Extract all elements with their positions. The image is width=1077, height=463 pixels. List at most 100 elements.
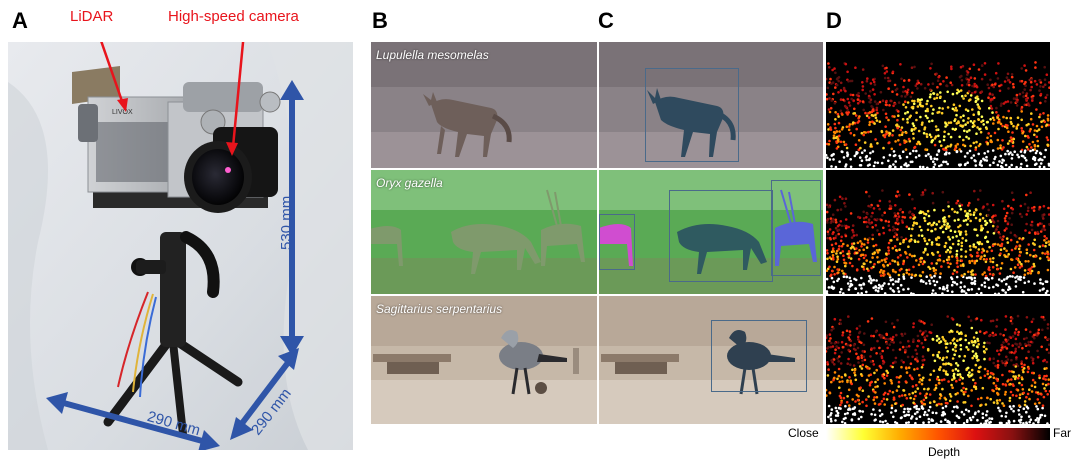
depth-point bbox=[926, 228, 930, 232]
depth-point bbox=[912, 322, 915, 325]
depth-point bbox=[929, 88, 932, 92]
depth-point bbox=[848, 376, 851, 379]
depth-point bbox=[862, 262, 866, 265]
depth-point bbox=[982, 249, 986, 252]
depth-point bbox=[1041, 251, 1044, 255]
depth-point bbox=[1007, 421, 1011, 424]
depth-point bbox=[1031, 123, 1035, 126]
depth-point bbox=[826, 97, 829, 101]
depth-point bbox=[1043, 120, 1046, 124]
depth-point bbox=[920, 279, 923, 282]
depth-point bbox=[905, 367, 908, 370]
depth-point bbox=[998, 84, 1001, 88]
depth-point bbox=[1021, 365, 1024, 369]
depth-point bbox=[859, 146, 862, 150]
depth-point bbox=[911, 212, 914, 216]
depth-point bbox=[915, 404, 918, 408]
depth-point bbox=[963, 354, 967, 358]
depth-point bbox=[844, 205, 847, 208]
depth-point bbox=[864, 365, 868, 368]
depth-point bbox=[1009, 267, 1013, 271]
depth-point bbox=[892, 341, 895, 344]
depth-point bbox=[829, 413, 832, 417]
depth-point bbox=[881, 359, 885, 363]
depth-point bbox=[830, 165, 833, 168]
depth-point bbox=[949, 246, 953, 250]
depth-point bbox=[840, 401, 843, 404]
depth-point bbox=[1004, 383, 1007, 386]
depth-point bbox=[1023, 273, 1027, 277]
depth-point bbox=[842, 98, 845, 102]
depth-point bbox=[952, 372, 956, 376]
depth-point bbox=[953, 421, 957, 424]
depth-point bbox=[1008, 81, 1012, 84]
depth-point bbox=[847, 111, 850, 114]
depth-point bbox=[964, 387, 968, 391]
depth-point bbox=[984, 276, 987, 280]
depth-point bbox=[911, 227, 914, 231]
depth-point bbox=[960, 410, 964, 414]
depth-point bbox=[988, 334, 991, 338]
depth-point bbox=[863, 149, 866, 152]
depth-point bbox=[910, 417, 913, 420]
depth-point bbox=[943, 223, 946, 226]
depth-point bbox=[1037, 128, 1041, 131]
depth-point bbox=[1016, 123, 1020, 127]
depth-point bbox=[878, 100, 882, 104]
depth-point bbox=[962, 290, 966, 293]
depth-point bbox=[919, 115, 922, 119]
depth-point bbox=[976, 97, 980, 101]
depth-point bbox=[893, 154, 897, 157]
depth-point bbox=[1000, 161, 1004, 164]
depth-point bbox=[984, 274, 988, 278]
depth-point bbox=[977, 152, 980, 156]
depth-point bbox=[876, 218, 879, 221]
depth-point bbox=[1011, 275, 1014, 278]
depth-point bbox=[1017, 409, 1020, 412]
depth-point bbox=[1009, 336, 1013, 339]
depth-point bbox=[943, 245, 947, 249]
depth-point bbox=[944, 346, 948, 349]
depth-point bbox=[842, 272, 845, 275]
depth-point bbox=[868, 120, 872, 124]
depth-point bbox=[946, 145, 950, 148]
depth-point bbox=[846, 380, 849, 384]
depth-point bbox=[900, 359, 903, 362]
depth-point bbox=[953, 281, 957, 284]
depth-point bbox=[967, 270, 970, 274]
depth-point bbox=[948, 393, 952, 396]
depth-point bbox=[872, 286, 875, 290]
depth-point bbox=[859, 283, 863, 287]
depth-point bbox=[974, 146, 978, 149]
depth-point bbox=[1025, 422, 1028, 424]
depth-point bbox=[827, 205, 830, 209]
depth-point bbox=[999, 144, 1002, 147]
depth-point bbox=[827, 346, 830, 349]
depth-point bbox=[1034, 151, 1038, 155]
depth-point bbox=[1031, 97, 1034, 100]
depth-point bbox=[920, 382, 924, 386]
depth-point bbox=[1021, 290, 1025, 294]
depth-point bbox=[942, 147, 945, 151]
depth-point bbox=[951, 318, 955, 321]
depth-point bbox=[1045, 374, 1048, 378]
depth-point bbox=[911, 197, 914, 201]
depth-point bbox=[933, 143, 937, 147]
depth-point bbox=[1045, 367, 1048, 370]
depth-point bbox=[995, 228, 998, 231]
depth-point bbox=[852, 121, 855, 124]
depth-point bbox=[872, 80, 876, 84]
depth-point bbox=[933, 163, 937, 166]
depth-point bbox=[991, 260, 995, 264]
depth-point bbox=[1014, 285, 1018, 288]
depth-point bbox=[826, 277, 829, 281]
depth-point bbox=[992, 221, 996, 224]
depth-point bbox=[884, 337, 887, 341]
depth-point bbox=[1020, 215, 1024, 218]
depth-point bbox=[885, 332, 888, 336]
depth-point bbox=[1043, 387, 1046, 390]
depth-point bbox=[898, 194, 901, 197]
depth-point bbox=[846, 411, 849, 415]
depth-point bbox=[836, 268, 839, 271]
depth-point bbox=[995, 318, 999, 322]
